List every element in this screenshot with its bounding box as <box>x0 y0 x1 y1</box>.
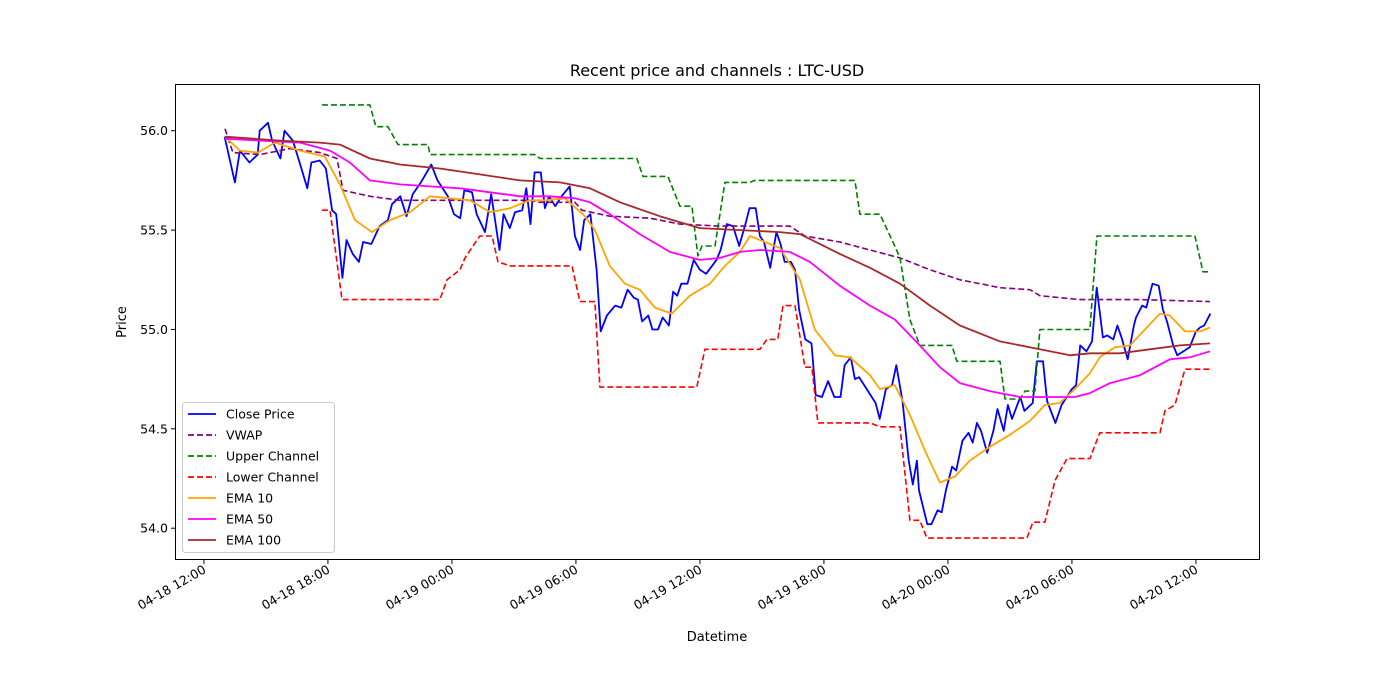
chart-title: Recent price and channels : LTC-USD <box>570 61 864 80</box>
y-tick-label: 54.5 <box>140 421 168 436</box>
series-line-close-price <box>223 121 1212 526</box>
plot-area-frame <box>175 84 1260 560</box>
legend-label: Close Price <box>226 407 295 422</box>
legend-label: EMA 100 <box>226 533 281 548</box>
series-line-ema-10 <box>224 136 1211 484</box>
legend-label: VWAP <box>226 428 263 443</box>
y-tick-label: 55.0 <box>140 322 168 337</box>
series-line-vwap <box>224 128 1211 303</box>
legend-item-close-price: Close Price <box>188 407 295 422</box>
legend-item-upper-channel: Upper Channel <box>188 449 319 464</box>
legend-item-ema-50: EMA 50 <box>188 512 273 527</box>
y-axis: 54.0 54.5 55.0 55.5 56.0 <box>140 123 175 536</box>
series-line-ema-100 <box>224 135 1211 357</box>
y-tick-label: 54.0 <box>140 521 168 536</box>
legend-label: Lower Channel <box>226 470 319 485</box>
legend-box <box>182 402 335 553</box>
legend-label: EMA 10 <box>226 491 273 506</box>
x-axis-label: Datetime <box>687 630 747 645</box>
series-line-upper-channel <box>321 104 1210 400</box>
series-line-ema-50 <box>224 137 1211 398</box>
legend: Close Price VWAP Upper Channel Lower Channe… <box>182 402 335 553</box>
legend-label: Upper Channel <box>226 449 319 464</box>
legend-item-ema-10: EMA 10 <box>188 491 273 506</box>
y-tick-label: 55.5 <box>140 223 168 238</box>
legend-item-vwap: VWAP <box>188 428 263 443</box>
legend-item-ema-100: EMA 100 <box>188 533 281 548</box>
y-tick-label: 56.0 <box>140 123 168 138</box>
legend-label: EMA 50 <box>226 512 273 527</box>
y-axis-label: Price <box>115 306 130 338</box>
series-line-lower-channel <box>321 209 1210 539</box>
series-layer <box>223 104 1212 539</box>
legend-item-lower-channel: Lower Channel <box>188 470 319 485</box>
